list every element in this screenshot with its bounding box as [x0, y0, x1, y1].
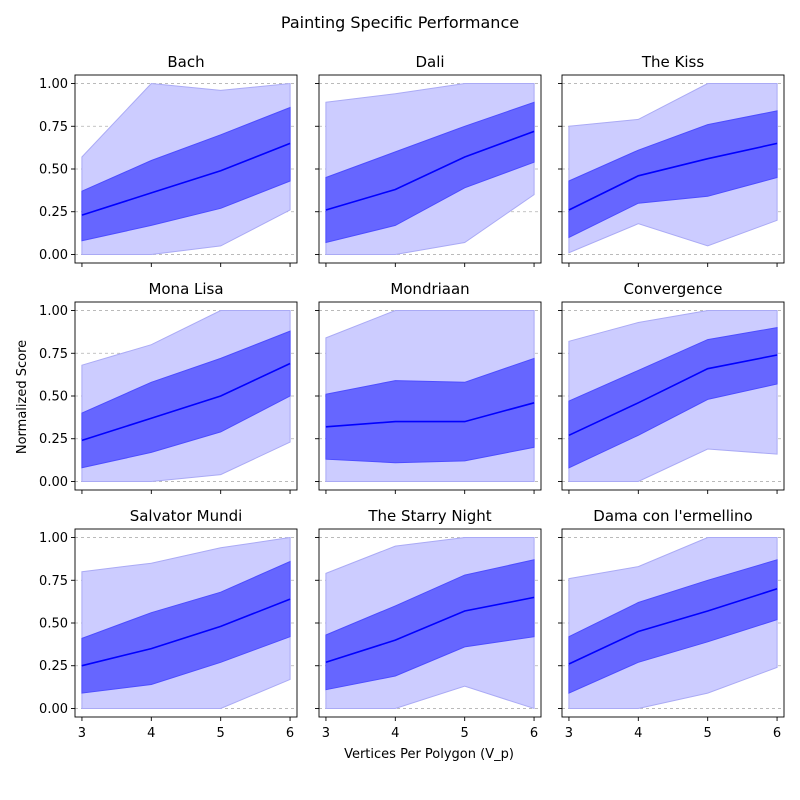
x-tick-label: 6	[773, 726, 781, 741]
x-tick-label: 3	[565, 726, 573, 741]
inner-band	[568, 110, 778, 239]
mean-line	[325, 402, 535, 428]
x-tick-label: 5	[704, 726, 712, 741]
x-tick-label: 4	[147, 726, 155, 741]
inner-band	[81, 560, 291, 694]
mean-line	[81, 142, 291, 216]
y-tick-label: 1.00	[39, 531, 68, 546]
subplot-title: Dali	[415, 53, 444, 71]
figure-suptitle: Painting Specific Performance	[281, 13, 519, 32]
x-tick-label: 6	[530, 726, 538, 741]
subplot-title: Dama con l'ermellino	[593, 507, 752, 525]
mean-line	[325, 130, 535, 211]
x-tick-label: 4	[391, 726, 399, 741]
mean-line	[325, 596, 535, 664]
y-tick-label: 0.50	[39, 617, 68, 632]
subplot: The Kiss	[558, 53, 785, 267]
subplot-grid: Bach 0.00 0.25 0.50 0.75 1.00 Dali The Kiss Mona…	[39, 53, 785, 741]
inner-band	[568, 559, 778, 694]
inner-band	[568, 327, 778, 469]
x-tick-label: 3	[322, 726, 330, 741]
y-tick-label: 0.50	[39, 163, 68, 178]
y-tick-label: 0.00	[39, 702, 68, 717]
y-tick-label: 0.75	[39, 347, 68, 362]
y-tick-label: 0.25	[39, 432, 68, 447]
inner-band	[81, 106, 291, 242]
mean-line	[81, 598, 291, 667]
subplot: Mona Lisa 0.00 0.25 0.50 0.75 1.00	[39, 280, 298, 494]
y-tick-label: 0.25	[39, 205, 68, 220]
y-tick-label: 0.00	[39, 248, 68, 263]
subplot: Convergence	[558, 280, 785, 494]
x-tick-label: 5	[217, 726, 225, 741]
subplot-title: Bach	[167, 53, 204, 71]
x-tick-label: 3	[78, 726, 86, 741]
subplot: Bach 0.00 0.25 0.50 0.75 1.00	[39, 53, 298, 267]
subplot: Dali	[315, 53, 542, 267]
subplot-title: Mona Lisa	[148, 280, 223, 298]
y-tick-label: 0.75	[39, 574, 68, 589]
y-tick-label: 1.00	[39, 77, 68, 92]
mean-line	[81, 362, 291, 442]
mean-line	[568, 354, 778, 437]
y-tick-label: 1.00	[39, 304, 68, 319]
x-tick-label: 6	[286, 726, 294, 741]
subplot: Mondriaan	[315, 280, 542, 494]
subplot-title: The Kiss	[641, 53, 704, 71]
inner-band	[81, 330, 291, 469]
subplot: Salvator Mundi 0.00 0.25 0.50 0.75 1.00 3 4 5 6	[39, 507, 298, 741]
subplot-title: The Starry Night	[367, 507, 491, 525]
mean-line	[568, 588, 778, 665]
y-tick-label: 0.75	[39, 120, 68, 135]
subplot-title: Convergence	[624, 280, 723, 298]
x-tick-label: 5	[461, 726, 469, 741]
y-tick-label: 0.25	[39, 659, 68, 674]
x-tick-label: 4	[634, 726, 642, 741]
subplot: Dama con l'ermellino 3 4 5 6	[558, 507, 785, 741]
inner-band	[325, 357, 535, 464]
figure-xlabel: Vertices Per Polygon (V_p)	[344, 747, 514, 762]
subplot: The Starry Night 3 4 5 6	[315, 507, 542, 741]
figure-ylabel: Normalized Score	[15, 340, 30, 454]
mean-line	[568, 142, 778, 211]
subplot-title: Salvator Mundi	[130, 507, 243, 525]
y-tick-label: 0.50	[39, 390, 68, 405]
y-tick-label: 0.00	[39, 475, 68, 490]
subplot-title: Mondriaan	[390, 280, 469, 298]
